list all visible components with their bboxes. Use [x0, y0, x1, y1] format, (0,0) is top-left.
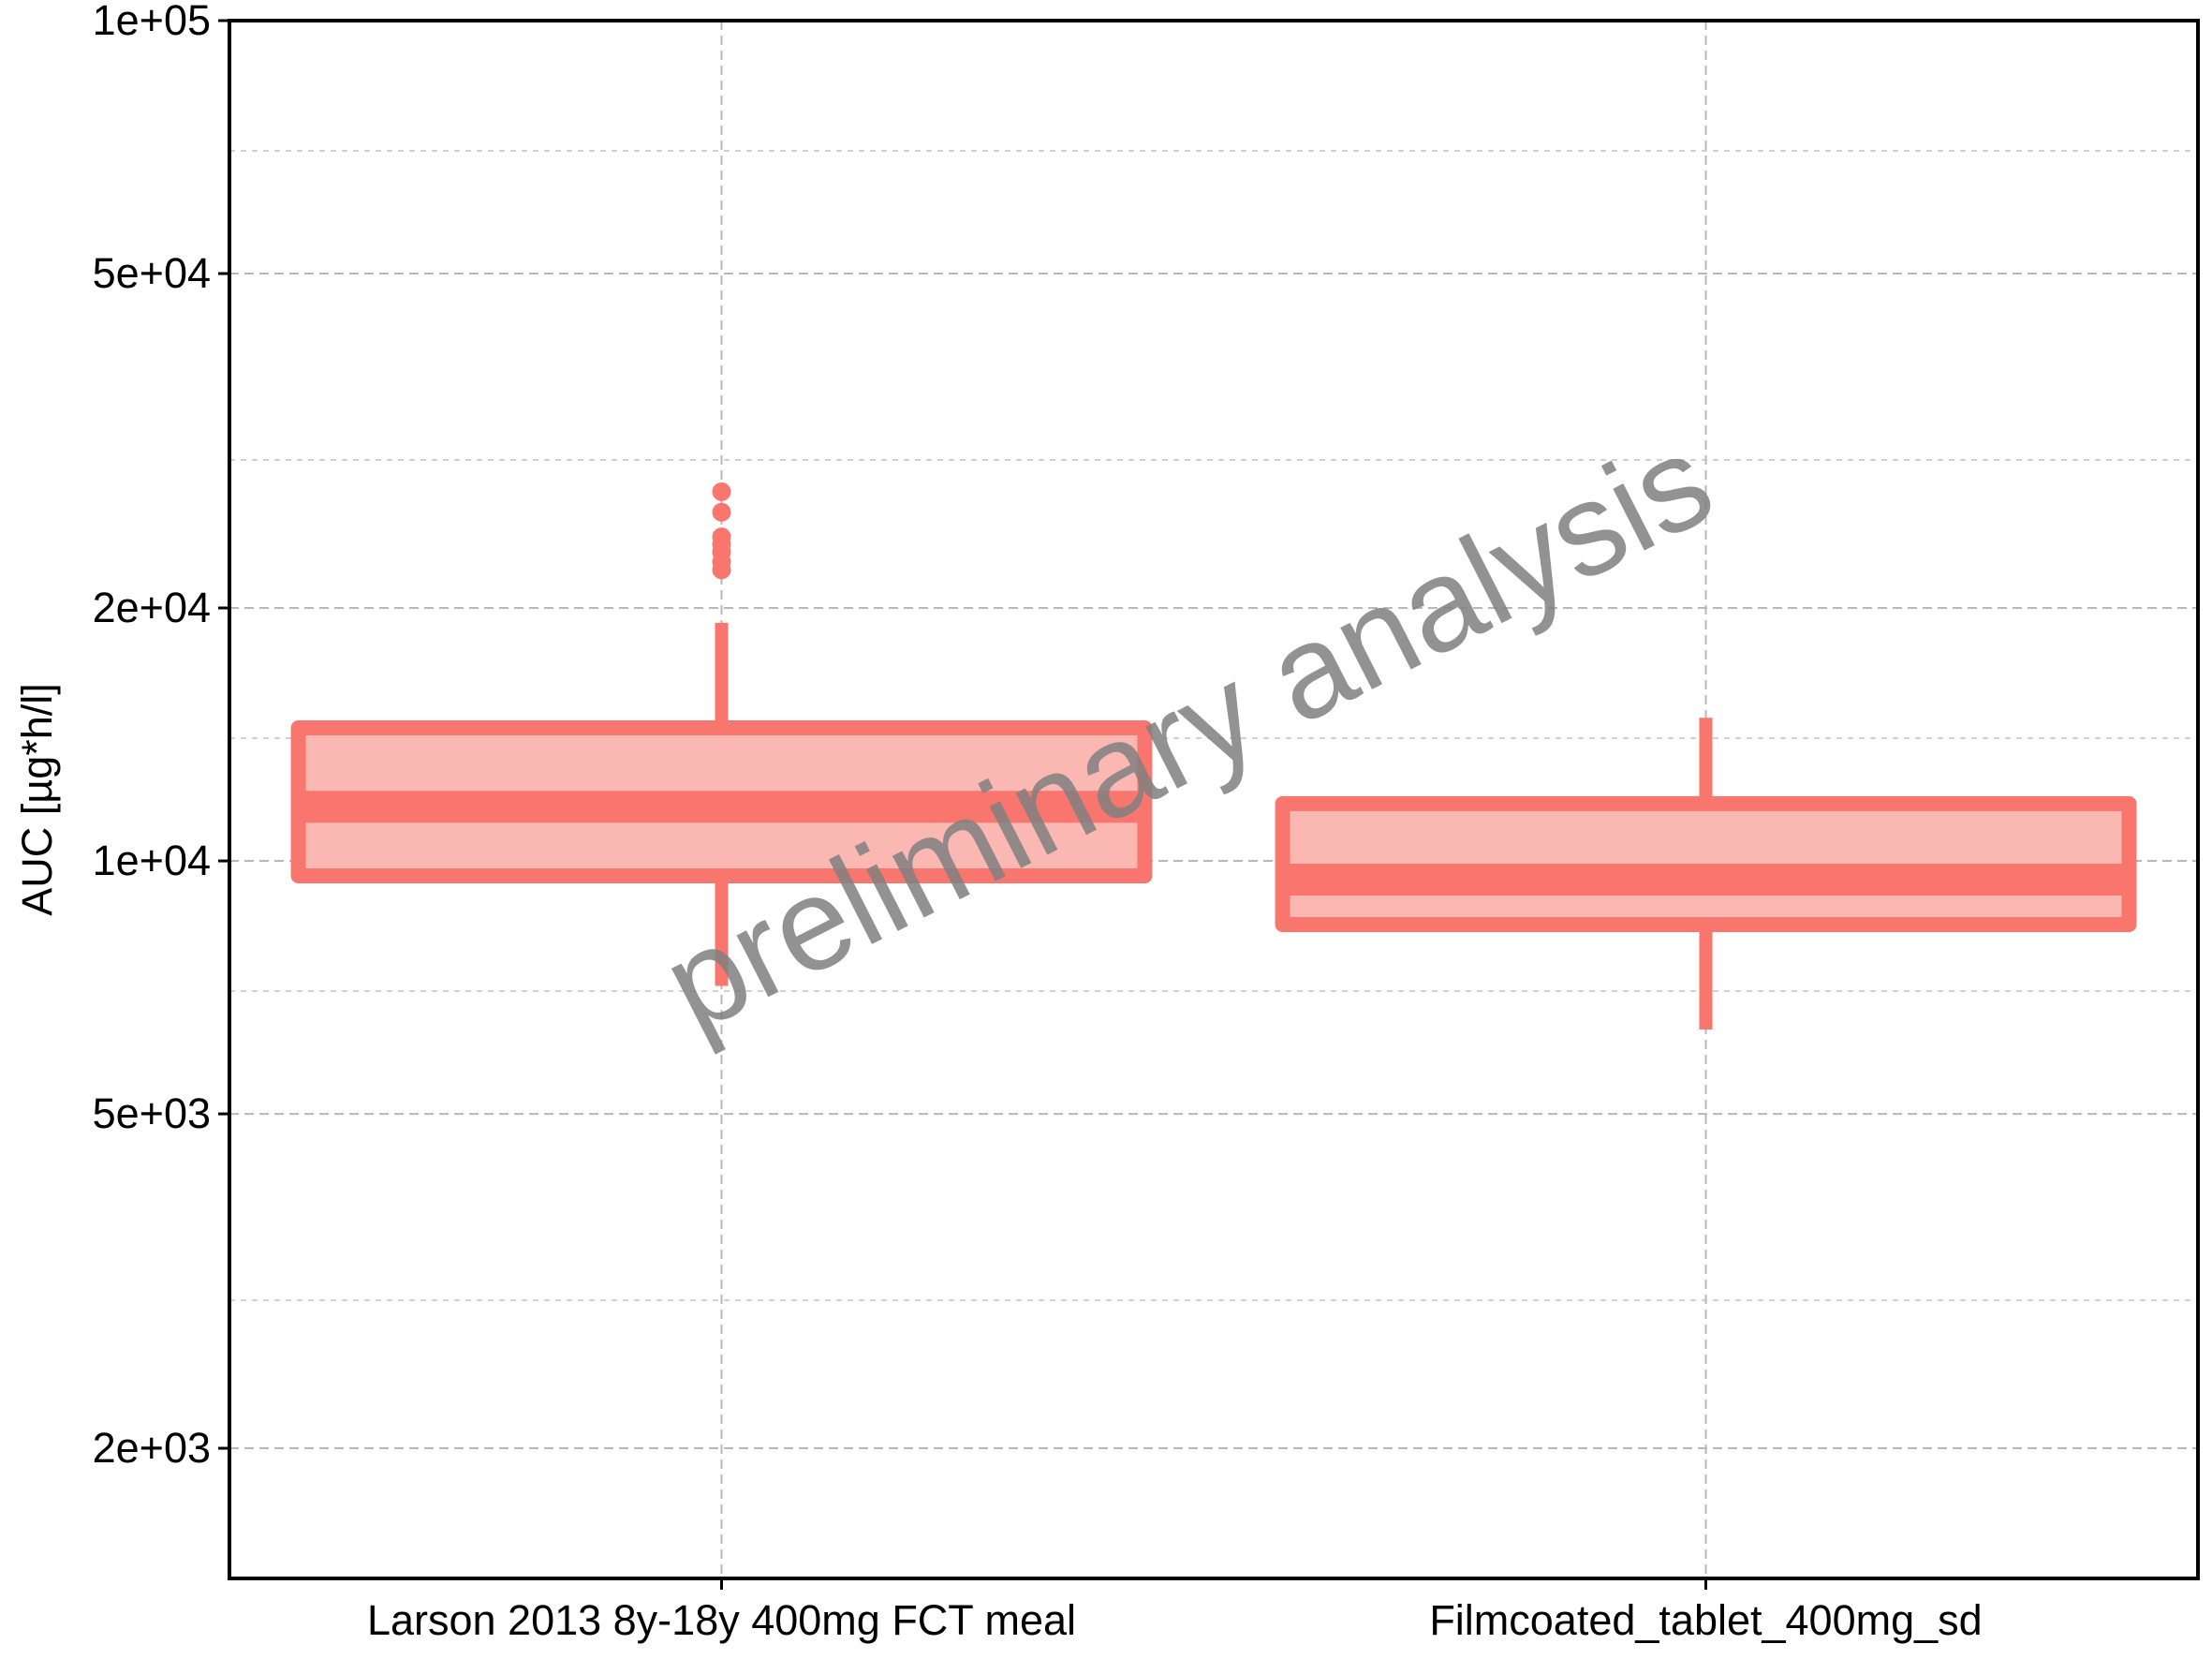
y-tick-label: 2e+04 — [93, 584, 211, 631]
x-tick-label: Filmcoated_tablet_400mg_sd — [1429, 1596, 1982, 1644]
outlier-point — [712, 481, 731, 501]
box-group — [290, 481, 1153, 986]
box-group — [1275, 718, 2137, 1030]
plot-panel-border — [228, 19, 2200, 1580]
y-tick-label: 5e+04 — [93, 249, 211, 297]
boxes — [290, 481, 2137, 1030]
y-axis-title: AUC [µg*h/l] — [13, 683, 61, 916]
y-tick-label: 1e+05 — [93, 0, 211, 44]
outlier-point — [712, 527, 731, 547]
y-tick-label: 2e+03 — [93, 1424, 211, 1472]
y-tick-label: 1e+04 — [93, 837, 211, 884]
y-tick-label: 5e+03 — [93, 1089, 211, 1137]
outlier-point — [712, 502, 731, 522]
x-tick-label: Larson 2013 8y-18y 400mg FCT meal — [367, 1596, 1076, 1644]
axis-ticks: 2e+03 5e+03 1e+04 2e+04 5e+04 1e+05 Larson 201… — [93, 0, 1983, 1644]
